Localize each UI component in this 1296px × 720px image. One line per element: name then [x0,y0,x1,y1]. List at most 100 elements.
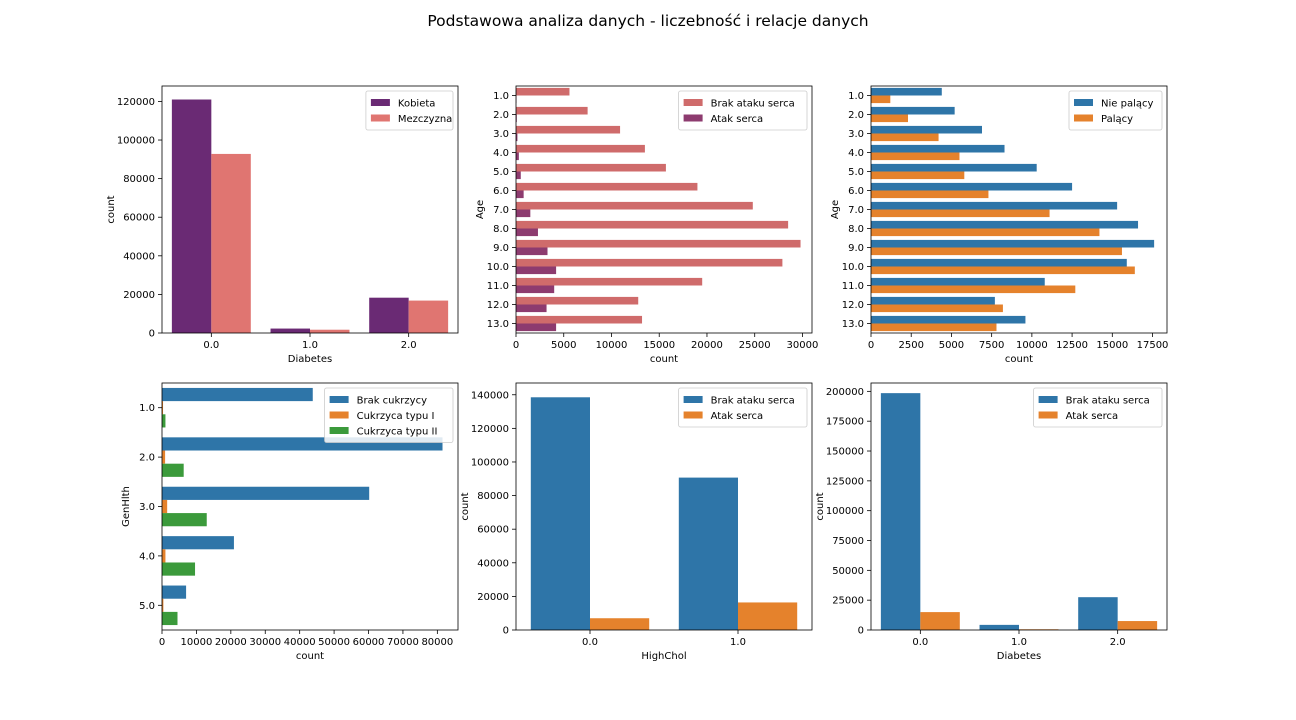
x-tick-label: 0.0 [912,637,928,648]
bar-palący-4.0 [871,152,960,161]
y-tick-label: 0 [149,329,155,340]
legend-label: Brak cukrzycy [357,396,427,407]
x-tick-label: 30000 [787,340,819,351]
bar-brak-ataku-serca-8.0 [516,220,789,229]
chart-3: 1.0 2.0 3.0 4.0 5.0 6.0 7.0 8.0 9.0 10.0 11.0 12.0 1… [830,85,1168,365]
bar-brak-ataku-serca-6.0 [516,182,698,191]
legend-swatch [683,396,703,403]
bar-brak-cukrzycy-5.0 [162,585,187,599]
x-tick-label: 15000 [643,340,675,351]
y-tick-label: 5.0 [848,167,864,178]
legend-label: Brak ataku serca [711,99,795,110]
bar-cukrzyca-typu-ii-5.0 [162,611,178,626]
y-tick-label: 75000 [832,536,864,547]
chart-6: 0.0 1.0 2.0 0 25000 50000 75000 100000 125000 150… [815,382,1168,662]
bar-atak-serca-2.0 [1117,621,1158,630]
x-tick-label: 2500 [898,340,923,351]
x-tick-label: 70000 [387,637,419,648]
x-tick-label: 2.0 [401,340,417,351]
legend-frame [678,387,808,428]
legend-swatch [683,99,703,106]
bar-atak-serca-11.0 [516,285,555,294]
y-tick-label: 4.0 [493,148,509,159]
y-tick-label: 5.0 [493,167,509,178]
bar-nie-palący-6.0 [871,182,1073,191]
y-tick-label: 8.0 [493,224,509,235]
bar-brak-ataku-serca-2.0 [1078,597,1118,630]
bar-nie-palący-2.0 [871,106,955,115]
bar-nie-palący-1.0 [871,87,942,96]
axes-frame [161,382,459,631]
legend: Brak ataku serca Atak serca [678,90,808,131]
legend-label: Mezczyzna [398,114,452,125]
bar-palący-2.0 [871,114,908,123]
y-tick-label: 125000 [826,476,864,487]
y-tick-label: 175000 [826,417,864,428]
x-tick-label: 1.0 [302,340,318,351]
legend-swatch [683,114,703,122]
bar-cukrzyca-typu-ii-2.0 [162,463,184,477]
bar-palący-5.0 [871,171,965,180]
x-tick-label: 20000 [215,637,247,648]
bar-brak-cukrzycy-3.0 [162,486,370,500]
x-tick-label: 15000 [1096,340,1128,351]
legend-swatch [329,411,349,419]
bar-atak-serca-4.0 [516,152,519,161]
x-tick-label: 10000 [1016,340,1048,351]
x-tick-label: 5000 [551,340,576,351]
bar-brak-ataku-serca-1.0 [678,477,738,630]
y-tick-label: 100000 [826,506,864,517]
bar-nie-palący-11.0 [871,277,1045,286]
x-tick-label: 10000 [596,340,628,351]
legend-label: Brak ataku serca [711,396,795,407]
y-tick-label: 25000 [832,596,864,607]
bar-cukrzyca-typu-ii-3.0 [162,513,207,527]
y-tick-label: 2.0 [139,453,155,464]
bar-kobieta-1.0 [270,328,310,333]
legend-swatch [370,114,390,122]
bar-brak-cukrzycy-4.0 [162,536,234,550]
legend: Nie palący Palący [1068,90,1163,131]
bar-atak-serca-3.0 [516,133,518,142]
legend: Brak ataku serca Atak serca [1033,387,1163,428]
y-tick-label: 3.0 [139,502,155,513]
bar-cukrzyca-typu-i-5.0 [162,598,164,612]
y-tick-label: 140000 [471,390,509,401]
y-tick-label: 1.0 [848,91,864,102]
x-tick-label: 20000 [691,340,723,351]
y-tick-label: 12.0 [487,300,509,311]
y-tick-label: 3.0 [493,129,509,140]
y-tick-label: 6.0 [493,186,509,197]
x-tick-label: 12500 [1056,340,1088,351]
bar-brak-ataku-serca-11.0 [516,277,703,286]
legend-label: Palący [1101,114,1133,125]
x-axis-label: count [1005,354,1033,365]
bar-cukrzyca-typu-ii-4.0 [162,562,196,576]
x-tick-label: 0 [159,637,165,648]
y-tick-label: 3.0 [848,129,864,140]
x-tick-label: 2.0 [1110,637,1126,648]
y-axis-label: GenHlth [121,486,132,527]
y-tick-label: 7.0 [493,205,509,216]
y-tick-label: 20000 [123,290,155,301]
y-tick-label: 150000 [826,447,864,458]
y-tick-label: 9.0 [848,243,864,254]
y-tick-label: 100000 [117,136,155,147]
y-tick-label: 60000 [123,213,155,224]
bar-nie-palący-8.0 [871,220,1139,229]
y-tick-label: 50000 [832,566,864,577]
x-tick-label: 1.0 [730,637,746,648]
x-tick-label: 30000 [249,637,281,648]
bar-cukrzyca-typu-i-1.0 [162,401,164,415]
y-tick-label: 13.0 [487,319,509,330]
legend-label: Nie palący [1101,99,1153,110]
x-tick-label: 1.0 [1011,637,1027,648]
bar-atak-serca-13.0 [516,323,557,332]
x-tick-label: 0.0 [203,340,219,351]
bar-brak-ataku-serca-3.0 [516,125,621,134]
y-tick-label: 40000 [477,558,509,569]
legend: Brak ataku serca Atak serca [678,387,808,428]
bar-brak-ataku-serca-9.0 [516,239,801,248]
bar-palący-7.0 [871,209,1050,218]
y-tick-label: 12.0 [842,300,864,311]
